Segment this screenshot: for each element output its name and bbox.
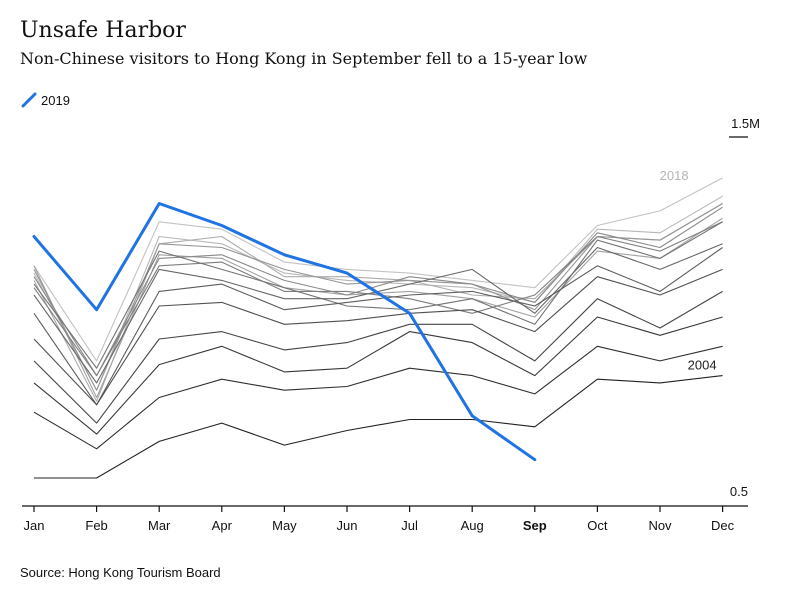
series-line-2011 [33, 221, 723, 369]
x-tick-label-dec: Dec [711, 518, 735, 533]
x-tick-label-jan: Jan [24, 518, 45, 533]
x-tick-label-aug: Aug [461, 518, 484, 533]
series-line-2006 [33, 316, 723, 435]
y-tick-label-top: 1.5M [731, 116, 760, 131]
x-tick-label-jul: Jul [401, 518, 418, 533]
series-line-2007 [33, 290, 723, 424]
series-line-2014 [33, 203, 723, 391]
series-line-2010 [33, 243, 723, 384]
series-line-2004 [34, 375, 723, 479]
x-tick-label-feb: Feb [85, 518, 107, 533]
x-tick-label-oct: Oct [587, 518, 608, 533]
series-line-2018 [33, 177, 723, 362]
chart-subtitle: Non-Chinese visitors to Hong Kong in Sep… [20, 49, 588, 68]
series-line-2009 [33, 247, 723, 406]
series-line-2012 [33, 221, 723, 377]
source-note: Source: Hong Kong Tourism Board [20, 565, 221, 580]
x-tick-label-mar: Mar [148, 518, 171, 533]
legend: 2019 [21, 90, 70, 110]
x-tick-label-sep: Sep [523, 518, 547, 533]
series-line-2016 [33, 203, 723, 402]
line-chart: 2018 2004 1.5M 0.5 Jan Feb Mar Apr May Jun Jul Aug S… [22, 116, 760, 533]
x-tick-label-apr: Apr [212, 518, 233, 533]
legend-label: 2019 [41, 92, 70, 108]
legend-swatch [21, 92, 37, 108]
series-line-2005 [33, 345, 723, 450]
series-line-2013 [33, 206, 723, 377]
series-line-2019 [32, 202, 537, 462]
series-line-2008 [33, 268, 723, 406]
series-label-2004: 2004 [688, 358, 717, 373]
legend-swatch-line [21, 92, 37, 108]
chart-title: Unsafe Harbor [20, 18, 186, 43]
x-tick-label-nov: Nov [648, 518, 672, 533]
y-tick-label-bottom: 0.5 [730, 484, 748, 499]
series-label-2018: 2018 [660, 168, 689, 183]
x-tick-label-jun: Jun [337, 518, 358, 533]
x-tick-label-may: May [272, 518, 297, 533]
